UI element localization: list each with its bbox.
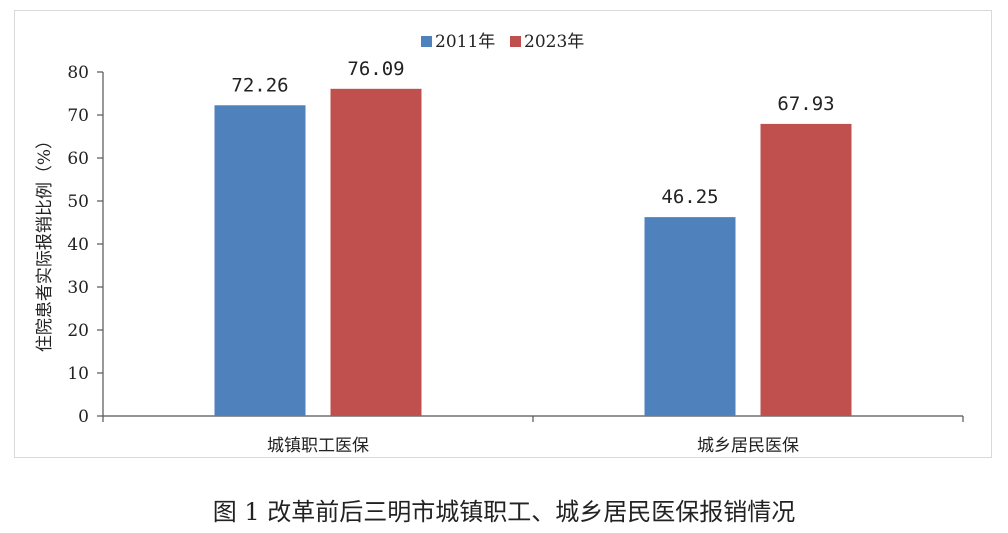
- legend-swatch: [421, 36, 432, 47]
- y-tick-label: 50: [67, 192, 89, 212]
- data-label: 46.25: [661, 186, 718, 208]
- y-tick-label: 10: [67, 364, 89, 384]
- legend-label: 2023年: [524, 32, 584, 52]
- y-axis-label: 住院患者实际报销比例（%）: [35, 132, 55, 352]
- data-label: 76.09: [347, 58, 404, 80]
- bar: [214, 105, 306, 417]
- bar: [644, 217, 736, 416]
- figure-caption: 图 1 改革前后三明市城镇职工、城乡居民医保报销情况: [212, 498, 796, 526]
- bar: [330, 88, 422, 417]
- y-tick-label: 70: [67, 106, 89, 126]
- bar: [760, 123, 852, 416]
- legend-swatch: [510, 36, 521, 47]
- x-tick-label: 城镇职工医保: [267, 436, 369, 456]
- legend: 2011年 2023年: [421, 32, 584, 52]
- y-axis: 0 10 20 30 40 50 60 70 80: [67, 63, 104, 427]
- y-tick-label: 60: [67, 149, 89, 169]
- x-tick-label: 城乡居民医保: [697, 436, 799, 456]
- y-tick-label: 40: [67, 235, 89, 255]
- y-tick-label: 80: [67, 63, 89, 83]
- x-axis: 城镇职工医保 城乡居民医保: [102, 415, 964, 456]
- y-tick-label: 30: [67, 278, 89, 298]
- chart-frame: [14, 10, 992, 458]
- data-label: 72.26: [231, 74, 288, 96]
- y-tick-label: 0: [78, 407, 89, 427]
- y-tick-label: 20: [67, 321, 89, 341]
- data-label: 67.93: [777, 93, 834, 115]
- bar-chart: 2011年 2023年 0 10 20 30 40 50 60 70 80 城镇职工医保 城乡居民医…: [35, 32, 964, 456]
- bars: 72.26 46.25 76.09 67.93: [214, 58, 852, 417]
- legend-label: 2011年: [435, 32, 495, 52]
